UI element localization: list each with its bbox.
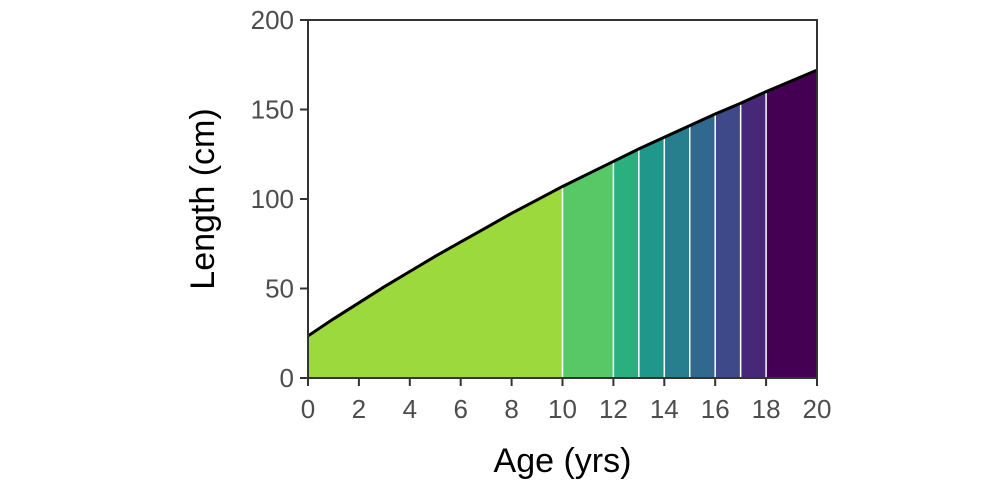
y-axis-title: Length (cm)	[184, 108, 222, 289]
x-tick-label: 20	[803, 394, 832, 424]
x-tick-label: 10	[548, 394, 577, 424]
area-segment-13-14	[638, 137, 665, 378]
x-tick-label: 14	[650, 394, 679, 424]
x-axis-title: Age (yrs)	[494, 442, 632, 480]
y-tick-label: 200	[251, 5, 294, 35]
x-tick-label: 4	[403, 394, 417, 424]
x-axis: 0 2 4 6 8 10 12 14 16 18 20	[301, 378, 832, 424]
area-segment-10-12	[562, 161, 614, 378]
area-segment-17-18	[740, 91, 767, 378]
x-tick-label: 18	[752, 394, 781, 424]
y-tick-label: 0	[280, 363, 294, 393]
area-segments	[308, 70, 817, 379]
x-tick-label: 6	[453, 394, 467, 424]
y-tick-label: 50	[265, 274, 294, 304]
x-tick-label: 12	[599, 394, 628, 424]
x-tick-label: 8	[504, 394, 518, 424]
area-segment-18-20	[766, 70, 817, 379]
x-tick-label: 0	[301, 394, 315, 424]
growth-curve-line	[307, 68, 818, 338]
y-tick-label: 150	[251, 95, 294, 125]
area-segment-12-13	[613, 148, 639, 378]
y-axis: 0 50 100 150 200	[251, 5, 308, 393]
area-segment-16-17	[715, 103, 741, 379]
area-segment-0-10	[308, 186, 563, 378]
y-tick-label: 100	[251, 184, 294, 214]
x-tick-label: 2	[352, 394, 366, 424]
area-segment-15-16	[689, 113, 716, 378]
x-tick-label: 16	[701, 394, 730, 424]
area-segment-14-15	[664, 125, 690, 378]
